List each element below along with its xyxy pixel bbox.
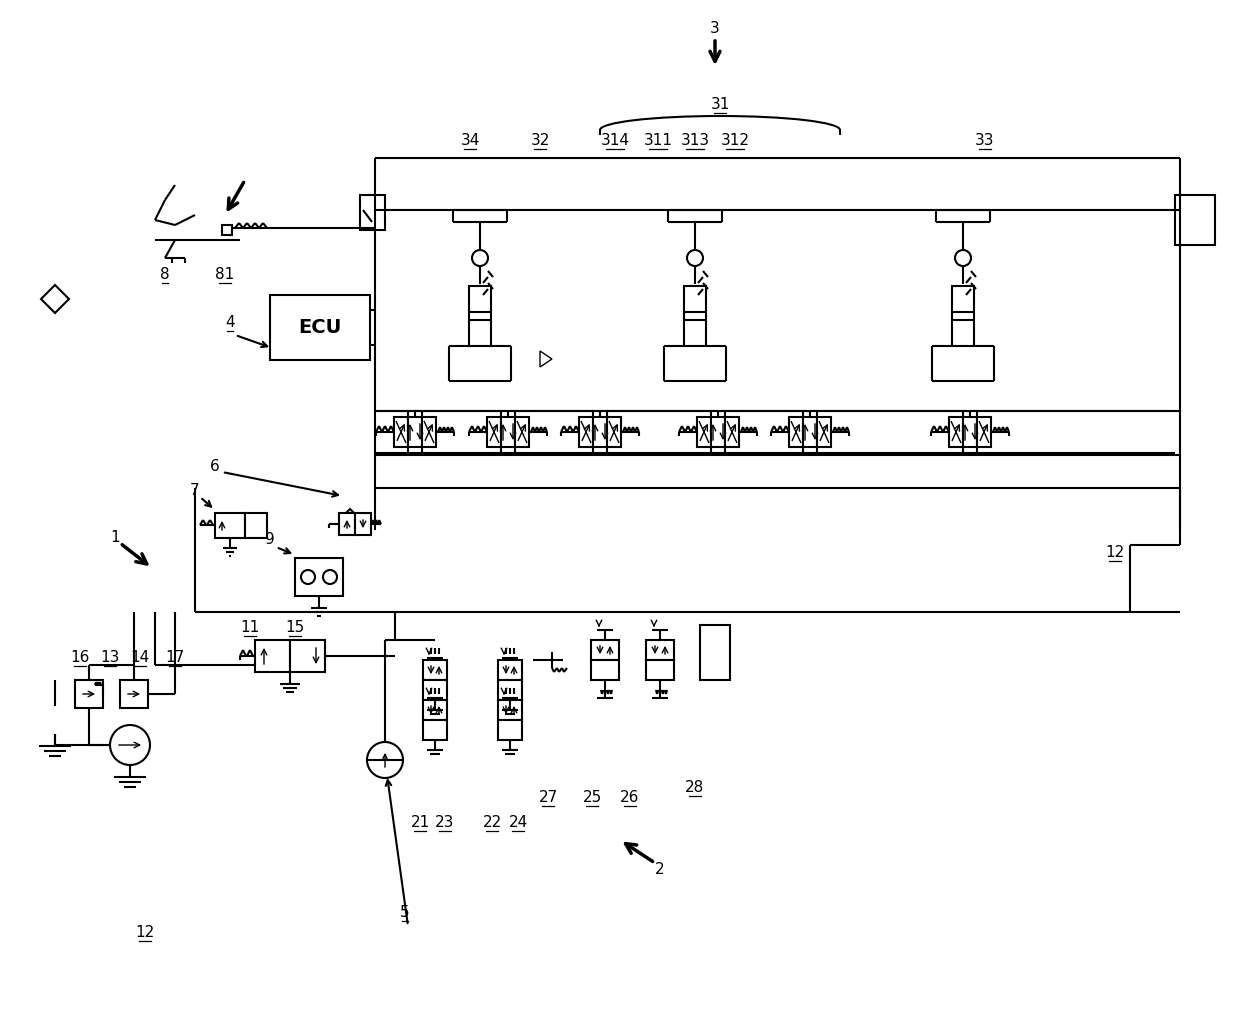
Bar bbox=[963, 417, 977, 447]
Bar bbox=[579, 417, 593, 447]
Text: 25: 25 bbox=[583, 790, 601, 805]
Bar bbox=[1176, 195, 1215, 245]
Circle shape bbox=[955, 250, 971, 266]
Bar bbox=[120, 680, 148, 708]
Text: 4: 4 bbox=[226, 315, 234, 330]
Bar bbox=[360, 195, 384, 230]
Circle shape bbox=[322, 570, 337, 584]
Bar bbox=[789, 417, 804, 447]
Bar bbox=[487, 417, 501, 447]
Text: 26: 26 bbox=[620, 790, 640, 805]
Bar bbox=[423, 720, 446, 740]
Text: 33: 33 bbox=[975, 133, 994, 148]
Circle shape bbox=[367, 742, 403, 777]
Text: 21: 21 bbox=[410, 815, 429, 830]
Text: 7: 7 bbox=[190, 483, 200, 497]
Bar bbox=[215, 513, 246, 538]
Circle shape bbox=[472, 250, 489, 266]
Text: 314: 314 bbox=[600, 133, 630, 148]
Bar bbox=[949, 417, 963, 447]
Bar bbox=[295, 558, 343, 596]
Text: 3: 3 bbox=[711, 20, 720, 36]
Bar bbox=[355, 513, 371, 535]
Text: 312: 312 bbox=[720, 133, 749, 148]
Bar bbox=[246, 513, 267, 538]
Text: 12: 12 bbox=[135, 925, 155, 940]
Bar bbox=[591, 660, 619, 680]
Bar bbox=[593, 417, 608, 447]
Bar bbox=[270, 294, 370, 360]
Bar bbox=[498, 660, 522, 680]
Bar bbox=[423, 680, 446, 700]
Text: 1: 1 bbox=[110, 530, 120, 544]
Bar bbox=[222, 225, 232, 235]
Circle shape bbox=[301, 570, 315, 584]
Bar bbox=[711, 417, 725, 447]
Text: 311: 311 bbox=[644, 133, 672, 148]
Bar bbox=[804, 417, 817, 447]
Bar bbox=[498, 720, 522, 740]
Text: 8: 8 bbox=[160, 267, 170, 282]
Circle shape bbox=[110, 725, 150, 765]
Bar bbox=[646, 640, 675, 660]
Text: 22: 22 bbox=[482, 815, 502, 830]
Text: 27: 27 bbox=[538, 790, 558, 805]
Text: 16: 16 bbox=[71, 650, 89, 665]
Text: 31: 31 bbox=[711, 97, 729, 112]
Text: 34: 34 bbox=[460, 133, 480, 148]
Text: 81: 81 bbox=[216, 267, 234, 282]
Text: 11: 11 bbox=[241, 620, 259, 635]
Text: 17: 17 bbox=[165, 650, 185, 665]
Bar bbox=[498, 680, 522, 700]
Bar bbox=[501, 417, 515, 447]
Text: 23: 23 bbox=[435, 815, 455, 830]
Bar bbox=[515, 417, 529, 447]
Circle shape bbox=[687, 250, 703, 266]
Bar bbox=[255, 640, 290, 672]
Bar bbox=[608, 417, 621, 447]
Text: 14: 14 bbox=[130, 650, 150, 665]
Bar bbox=[394, 417, 408, 447]
Bar bbox=[339, 513, 355, 535]
Text: 9: 9 bbox=[265, 533, 275, 547]
Bar bbox=[469, 286, 491, 346]
Bar bbox=[684, 286, 706, 346]
Text: 24: 24 bbox=[508, 815, 528, 830]
Bar bbox=[423, 700, 446, 720]
Bar bbox=[290, 640, 325, 672]
Text: 15: 15 bbox=[285, 620, 305, 635]
Text: 12: 12 bbox=[1105, 545, 1125, 560]
Text: 313: 313 bbox=[681, 133, 709, 148]
Bar bbox=[423, 660, 446, 680]
Text: 2: 2 bbox=[655, 862, 665, 877]
Bar bbox=[701, 625, 730, 680]
Bar bbox=[408, 417, 422, 447]
Bar bbox=[952, 286, 973, 346]
Bar bbox=[977, 417, 991, 447]
Bar bbox=[591, 640, 619, 660]
Bar bbox=[725, 417, 739, 447]
Bar bbox=[422, 417, 436, 447]
Text: 28: 28 bbox=[686, 780, 704, 795]
Bar bbox=[498, 700, 522, 720]
Bar bbox=[74, 680, 103, 708]
Text: 5: 5 bbox=[401, 905, 409, 920]
Bar bbox=[646, 660, 675, 680]
Bar bbox=[817, 417, 831, 447]
Bar bbox=[697, 417, 711, 447]
Text: 6: 6 bbox=[210, 459, 219, 474]
Text: 32: 32 bbox=[531, 133, 549, 148]
Text: ECU: ECU bbox=[299, 318, 342, 336]
Text: 13: 13 bbox=[100, 650, 120, 665]
